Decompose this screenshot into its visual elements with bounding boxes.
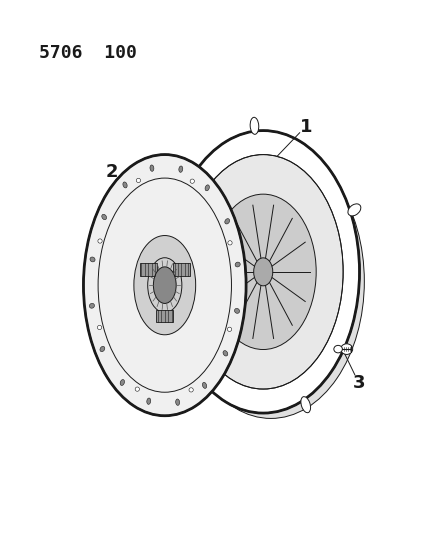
Ellipse shape [254, 258, 273, 286]
Ellipse shape [348, 204, 361, 216]
Text: 3: 3 [352, 374, 365, 392]
Ellipse shape [189, 387, 193, 392]
Ellipse shape [147, 398, 151, 405]
Ellipse shape [186, 368, 198, 383]
Text: 2: 2 [106, 163, 119, 181]
Ellipse shape [235, 309, 240, 313]
Bar [173, 263, 190, 276]
Ellipse shape [123, 182, 127, 188]
Ellipse shape [250, 117, 259, 134]
Ellipse shape [98, 325, 102, 329]
Ellipse shape [225, 219, 229, 224]
Ellipse shape [227, 327, 232, 332]
Ellipse shape [228, 241, 232, 245]
Ellipse shape [100, 346, 105, 352]
Ellipse shape [183, 155, 343, 389]
Ellipse shape [178, 144, 364, 418]
Text: 1: 1 [300, 118, 312, 136]
Ellipse shape [150, 165, 154, 171]
Ellipse shape [190, 179, 194, 183]
Ellipse shape [83, 155, 246, 416]
Ellipse shape [102, 214, 107, 220]
Text: 5706  100: 5706 100 [39, 44, 137, 62]
Ellipse shape [175, 399, 180, 406]
Ellipse shape [235, 262, 240, 267]
Ellipse shape [90, 257, 95, 262]
Ellipse shape [341, 344, 353, 354]
Ellipse shape [120, 379, 125, 385]
Ellipse shape [135, 387, 140, 391]
Ellipse shape [223, 351, 228, 356]
Ellipse shape [167, 131, 360, 413]
Ellipse shape [153, 267, 176, 303]
Ellipse shape [166, 204, 178, 216]
Ellipse shape [136, 179, 140, 183]
Bar [140, 263, 157, 276]
Ellipse shape [89, 303, 95, 308]
Ellipse shape [202, 382, 207, 389]
Ellipse shape [98, 239, 102, 243]
Ellipse shape [205, 185, 209, 191]
Ellipse shape [210, 194, 316, 350]
Ellipse shape [134, 236, 196, 335]
Bar [156, 310, 173, 322]
Ellipse shape [179, 166, 183, 172]
Ellipse shape [334, 345, 342, 353]
Ellipse shape [301, 397, 311, 413]
